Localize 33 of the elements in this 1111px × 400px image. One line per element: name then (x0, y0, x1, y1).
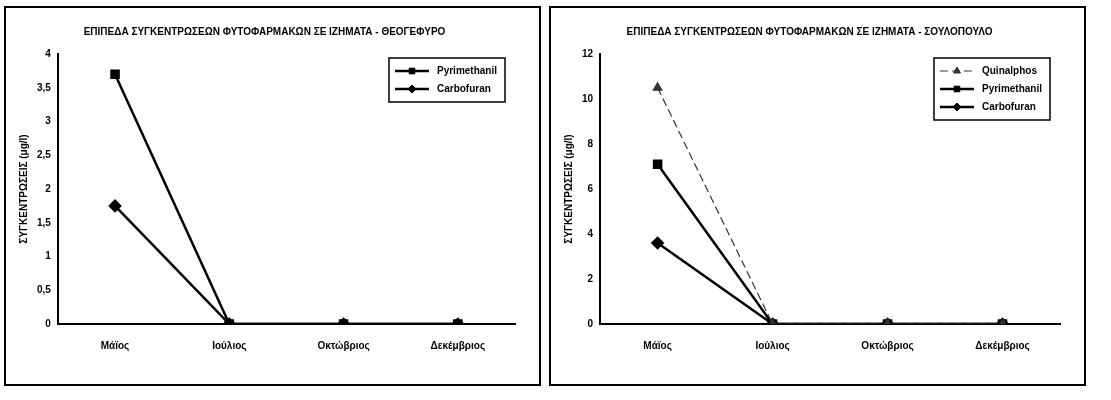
legend-label: Carbofuran (436, 82, 491, 94)
y-tick-label: 8 (587, 137, 594, 149)
x-tick-label: Μάϊος (100, 339, 130, 352)
x-tick-label: Ιούλιος (212, 339, 247, 352)
legend-label: Quinalphos (981, 64, 1038, 76)
chart-title: ΕΠΙΠΕΔΑ ΣΥΓΚΕΝΤΡΩΣΕΩΝ ΦΥΤΟΦΑΡΜΑΚΩΝ ΣΕ ΙΖΗΜΑΤΑ - ΘΕΟΓΕΦΥΡΟ (83, 25, 446, 37)
x-tick-label: Δεκέμβριος (975, 339, 1030, 352)
y-tick-label: 0 (587, 317, 594, 329)
y-tick-label: 6 (587, 182, 594, 194)
y-tick-label: 0 (45, 317, 52, 329)
y-tick-label: 10 (582, 92, 594, 104)
legend-label: Pyrimethanil (436, 64, 498, 76)
x-tick-label: Οκτώβριος (861, 339, 914, 352)
y-axis-title: ΣΥΓΚΕΝΤΡΩΣΕΙΣ (μg/l) (17, 134, 29, 244)
y-tick-label: 1 (45, 250, 52, 262)
y-tick-label: 4 (45, 47, 52, 59)
legend-label: Pyrimethanil (981, 82, 1043, 94)
y-axis-title: ΣΥΓΚΕΝΤΡΩΣΕΙΣ (μg/l) (562, 134, 574, 244)
legend-label: Carbofuran (981, 100, 1036, 112)
y-tick-label: 3 (45, 115, 52, 127)
x-tick-label: Ιούλιος (755, 339, 790, 352)
y-tick-label: 2 (587, 272, 594, 284)
y-tick-label: 2,5 (37, 149, 52, 160)
y-tick-label: 12 (582, 47, 594, 59)
x-tick-label: Δεκέμβριος (430, 339, 486, 352)
y-tick-label: 2 (45, 182, 52, 194)
y-tick-label: 1,5 (37, 216, 52, 228)
y-tick-label: 4 (587, 227, 594, 239)
x-tick-label: Μάϊος (643, 339, 672, 352)
y-tick-label: 0,5 (37, 284, 52, 295)
x-tick-label: Οκτώβριος (317, 339, 370, 352)
chart-title: ΕΠΙΠΕΔΑ ΣΥΓΚΕΝΤΡΩΣΕΩΝ ΦΥΤΟΦΑΡΜΑΚΩΝ ΣΕ ΙΖΗΜΑΤΑ - ΣΟΥΛΟΠΟΥΛΟ (626, 25, 993, 37)
y-tick-label: 3,5 (37, 81, 52, 93)
